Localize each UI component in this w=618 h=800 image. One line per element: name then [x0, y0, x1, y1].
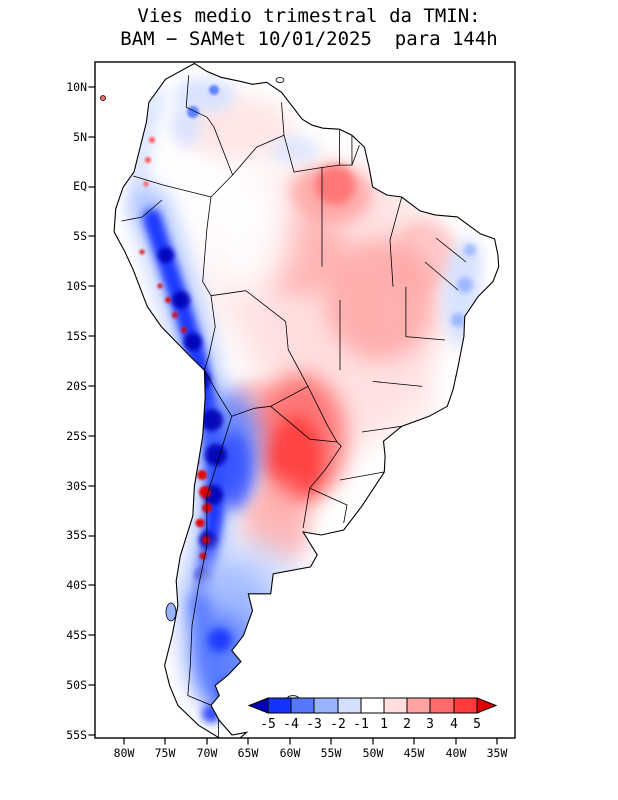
- colorbar-tick-label: -1: [353, 717, 369, 732]
- lat-tick-label: 40S: [66, 578, 87, 592]
- lon-tick-label: 80W: [114, 746, 135, 760]
- lat-tick-label: 10S: [66, 279, 87, 293]
- lat-tick-label: 20S: [66, 379, 87, 393]
- lat-tick-label: 55S: [66, 728, 87, 742]
- lat-tick-label: 25S: [66, 429, 87, 443]
- plot-frame: [94, 61, 516, 739]
- lon-axis-labels: 80W 75W 70W 65W 60W 55W 50W 45W 40W 35W: [114, 746, 508, 760]
- political-borders: [121, 75, 467, 738]
- colorbar-cell: [337, 697, 362, 714]
- chart-title-line1: Vies medio trimestral da TMIN:: [137, 5, 481, 27]
- colorbar-tick-label: 2: [403, 717, 411, 732]
- plot-frame-group: 10N 5N EQ 5S 10S 15S 20S 25S 30S 35S 40S…: [66, 61, 516, 760]
- colorbar-tick-label: 5: [473, 717, 481, 732]
- colorbar-cell: [360, 697, 385, 714]
- chart-title-line2: BAM − SAMet 10/01/2025 para 144h: [120, 28, 498, 50]
- lon-tick-label: 40W: [446, 746, 467, 760]
- lat-tick-label: 45S: [66, 628, 87, 642]
- lon-tick-label: 75W: [155, 746, 176, 760]
- colorbar-cell: [429, 697, 455, 714]
- lat-tick-label: 5S: [73, 229, 87, 243]
- colorbar-cell: [406, 697, 431, 714]
- bias-field: [114, 63, 499, 738]
- lat-tick-label: 10N: [66, 80, 87, 94]
- lon-tick-label: 50W: [363, 746, 384, 760]
- colorbar-arrow-right: [476, 697, 498, 714]
- colorbar-labels: -5 -4 -3 -2 -1 1 2 3 4 5: [260, 717, 481, 732]
- colorbar-cell: [453, 697, 478, 714]
- south-america-map: [100, 62, 500, 739]
- colorbar-tick-label: 3: [426, 717, 434, 732]
- colorbar-tick-label: -4: [283, 717, 299, 732]
- lon-tick-label: 70W: [197, 746, 218, 760]
- colorbar-arrow-left: [247, 697, 269, 714]
- colorbar-cell: [313, 697, 339, 714]
- colorbar: -5 -4 -3 -2 -1 1 2 3 4 5: [247, 697, 498, 732]
- lat-tick-label: EQ: [73, 179, 87, 193]
- lat-tick-label: 5N: [73, 130, 87, 144]
- colorbar-tick-label: 4: [450, 717, 458, 732]
- colorbar-tick-label: 1: [380, 717, 388, 732]
- colorbar-tick-label: -3: [306, 717, 322, 732]
- colorbar-cell: [383, 697, 408, 714]
- lon-tick-label: 65W: [238, 746, 259, 760]
- colorbar-cell: [267, 697, 292, 714]
- colorbar-tick-label: -2: [330, 717, 346, 732]
- colorbar-cell: [290, 697, 315, 714]
- lat-tick-label: 35S: [66, 528, 87, 542]
- colorbar-tick-label: -5: [260, 717, 276, 732]
- lon-tick-label: 55W: [321, 746, 342, 760]
- lat-tick-label: 30S: [66, 479, 87, 493]
- lon-tick-label: 60W: [280, 746, 301, 760]
- lon-tick-label: 35W: [487, 746, 508, 760]
- lon-tick-label: 45W: [404, 746, 425, 760]
- axis-ticks: [88, 86, 498, 745]
- lat-tick-label: 50S: [66, 678, 87, 692]
- lat-axis-labels: 10N 5N EQ 5S 10S 15S 20S 25S 30S 35S 40S…: [66, 80, 87, 742]
- lat-tick-label: 15S: [66, 329, 87, 343]
